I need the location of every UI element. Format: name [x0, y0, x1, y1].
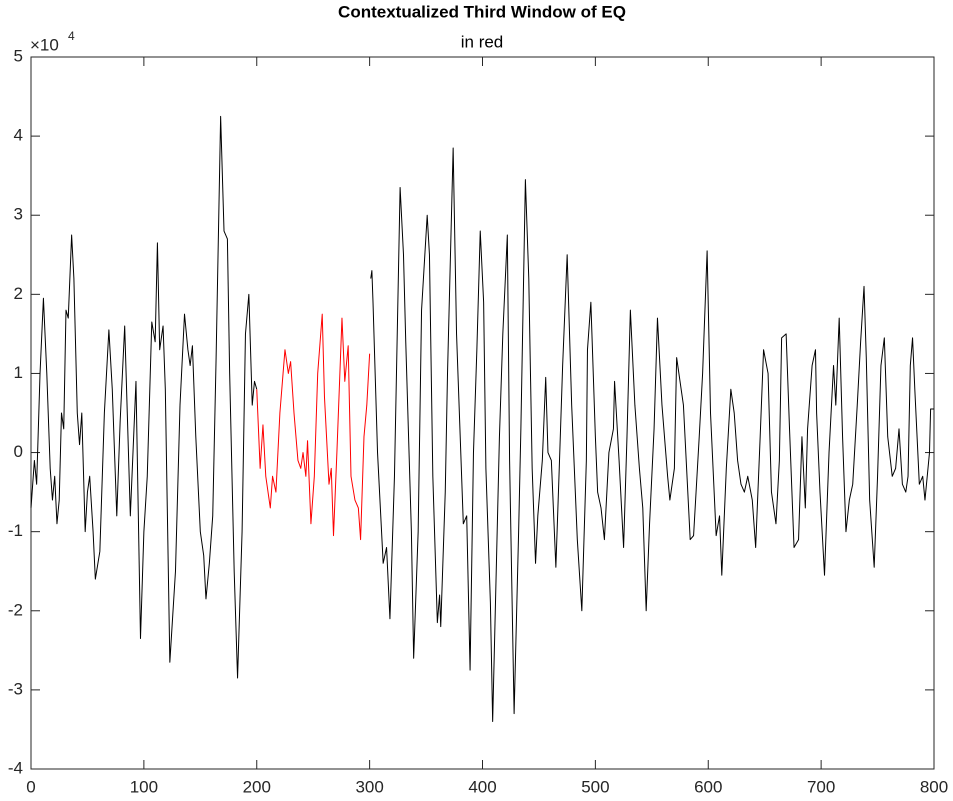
x-tick-label: 400: [468, 777, 496, 796]
y-tick-label: 1: [14, 363, 23, 382]
x-tick-label: 200: [243, 777, 271, 796]
x-tick-label: 100: [130, 777, 158, 796]
line-series: [370, 147, 934, 723]
line-series: [256, 313, 371, 541]
y-tick-label: -2: [8, 600, 23, 619]
y-tick-label: 0: [14, 442, 23, 461]
y-exponent: 4: [68, 29, 75, 43]
y-tick-label: 5: [14, 46, 23, 65]
chart-subtitle: in red: [461, 32, 504, 51]
y-tick-label: 2: [14, 284, 23, 303]
x-tick-label: 600: [694, 777, 722, 796]
y-tick-label: -1: [8, 521, 23, 540]
line-series: [30, 115, 258, 679]
y-tick-label: -4: [8, 758, 23, 777]
x-tick-label: 300: [355, 777, 383, 796]
x-tick-label: 0: [26, 777, 35, 796]
x-tick-label: 800: [920, 777, 948, 796]
x-tick-label: 500: [581, 777, 609, 796]
x-tick-label: 700: [807, 777, 835, 796]
y-tick-label: 4: [14, 126, 23, 145]
y-exponent-base: ×10: [30, 35, 59, 54]
y-tick-label: -3: [8, 679, 23, 698]
chart-title: Contextualized Third Window of EQ: [338, 2, 626, 21]
y-tick-label: 3: [14, 205, 23, 224]
